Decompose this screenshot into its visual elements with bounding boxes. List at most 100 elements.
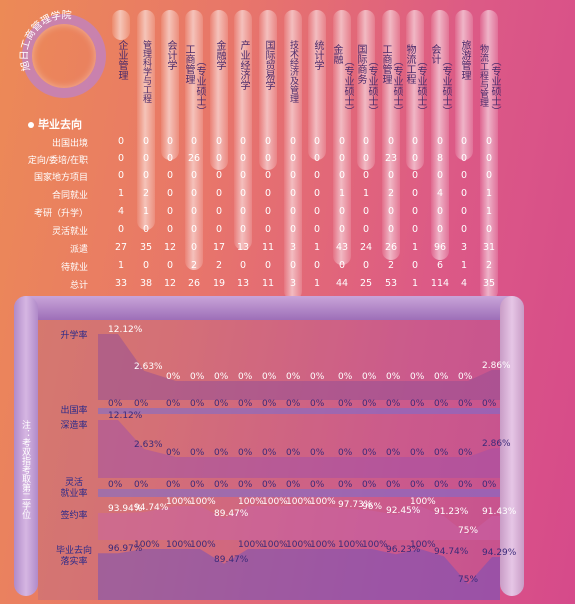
svg-text:旭日工商管理学院: 旭日工商管理学院: [19, 8, 72, 72]
table-cell: 13: [236, 242, 250, 253]
rate-value-qianyue: 96%: [362, 501, 383, 512]
rate-value-linghuo: 0%: [434, 480, 449, 490]
rate-value-qianyue: 94.74%: [134, 503, 169, 514]
table-cell: 1: [338, 188, 346, 199]
rate-value-linghuo: 0%: [286, 480, 301, 490]
table-cell: 1: [117, 188, 125, 199]
table-cell: 0: [239, 170, 247, 181]
table-cell: 0: [411, 224, 419, 235]
rate-value-qianyue: 89.47%: [214, 509, 249, 520]
rate-value-qianyue: 92.45%: [386, 505, 421, 516]
column-pill: [382, 10, 400, 260]
rate-value-qianyue: 100%: [310, 497, 336, 507]
rate-value-qianyue: 75%: [458, 526, 479, 536]
rate-value-luoshi: 75%: [458, 575, 479, 585]
rate-value-linghuo: 0%: [410, 480, 425, 490]
rate-value-chuguo: 0%: [238, 399, 253, 409]
rate-value-qianyue: 97.73%: [338, 499, 373, 510]
rate-value-linghuo: 0%: [134, 480, 149, 490]
rate-value-shenzao: 12.12%: [108, 411, 143, 421]
column-header: 物流工程与管理: [478, 44, 488, 107]
table-cell: 0: [411, 136, 419, 147]
table-cell: 0: [117, 153, 125, 164]
table-cell: 0: [166, 136, 174, 147]
rate-value-shengxue: 0%: [262, 372, 277, 382]
table-cell: 0: [190, 136, 198, 147]
row-label: 考研（升学）: [33, 209, 88, 219]
table-cell: 38: [139, 278, 153, 289]
table-cell: 0: [117, 224, 125, 235]
rate-value-luoshi: 100%: [410, 540, 436, 550]
column-header: （专业硕士）: [194, 56, 205, 116]
table-cell: 0: [313, 206, 321, 217]
rate-value-shengxue: 12.12%: [108, 325, 143, 335]
table-cell: 114: [430, 278, 450, 289]
table-cell: 0: [239, 224, 247, 235]
table-cell: 96: [433, 242, 447, 253]
table-cell: 0: [338, 224, 346, 235]
table-cell: 0: [436, 224, 444, 235]
column-header: 会计: [429, 44, 440, 64]
table-cell: 0: [166, 224, 174, 235]
column-pill: [357, 10, 375, 170]
bullet-dot-icon: [28, 122, 34, 128]
table-cell: 33: [114, 278, 128, 289]
rate-value-shenzao: 0%: [338, 448, 353, 458]
column-pill: [161, 10, 179, 160]
column-pill: [259, 10, 277, 170]
table-cell: 1: [142, 206, 150, 217]
frame-right: [500, 296, 524, 596]
table-cell: 24: [359, 242, 373, 253]
table-cell: 0: [362, 224, 370, 235]
rate-value-linghuo: 0%: [214, 480, 229, 490]
table-cell: 19: [212, 278, 226, 289]
table-cell: 0: [142, 260, 150, 271]
table-cell: 0: [485, 136, 493, 147]
table-cell: 53: [384, 278, 398, 289]
rate-value-qianyue: 100%: [262, 497, 288, 507]
table-cell: 0: [166, 170, 174, 181]
rate-value-chuguo: 0%: [134, 399, 149, 409]
table-cell: 0: [264, 153, 272, 164]
row-label: 合同就业: [51, 191, 88, 201]
table-cell: 1: [485, 206, 493, 217]
table-cell: 0: [460, 188, 468, 199]
rate-value-chuguo: 0%: [262, 399, 277, 409]
rate-value-luoshi: 100%: [190, 540, 216, 550]
rate-value-qianyue: 91.43%: [482, 506, 517, 517]
table-cell: 12: [163, 242, 177, 253]
table-cell: 0: [239, 136, 247, 147]
column-header: （专业硕士）: [489, 56, 500, 116]
table-cell: 0: [313, 260, 321, 271]
rate-value-luoshi: 100%: [338, 540, 364, 550]
table-cell: 0: [436, 170, 444, 181]
rate-value-shenzao: 2.86%: [482, 439, 511, 450]
table-cell: 3: [289, 242, 297, 253]
column-header: 工商管理: [380, 44, 391, 84]
table-cell: 0: [166, 206, 174, 217]
column-header: 物流工程: [404, 44, 415, 84]
table-cell: 2: [387, 260, 395, 271]
column-pill: [480, 10, 498, 300]
rate-value-shenzao: 0%: [458, 448, 473, 458]
table-cell: 0: [142, 170, 150, 181]
rate-value-qianyue: 100%: [190, 497, 216, 507]
column-header: 企业管理: [116, 40, 127, 80]
rate-value-shengxue: 0%: [434, 372, 449, 382]
rate-value-shengxue: 0%: [166, 372, 181, 382]
table-cell: 0: [289, 136, 297, 147]
table-cell: 1: [411, 278, 419, 289]
rate-value-shengxue: 0%: [410, 372, 425, 382]
column-pill: [185, 10, 203, 270]
rate-value-linghuo: 0%: [262, 480, 277, 490]
rate-value-linghuo: 0%: [238, 480, 253, 490]
table-cell: 0: [313, 153, 321, 164]
table-cell: 0: [387, 206, 395, 217]
rate-label-luoshi-2: 落实率: [60, 557, 88, 567]
table-cell: 0: [289, 188, 297, 199]
table-cell: 0: [485, 224, 493, 235]
rate-value-shengxue: 0%: [310, 372, 325, 382]
rate-value-chuguo: 0%: [310, 399, 325, 409]
section-title: 毕业去向: [28, 116, 82, 132]
title-ring: [22, 14, 106, 98]
